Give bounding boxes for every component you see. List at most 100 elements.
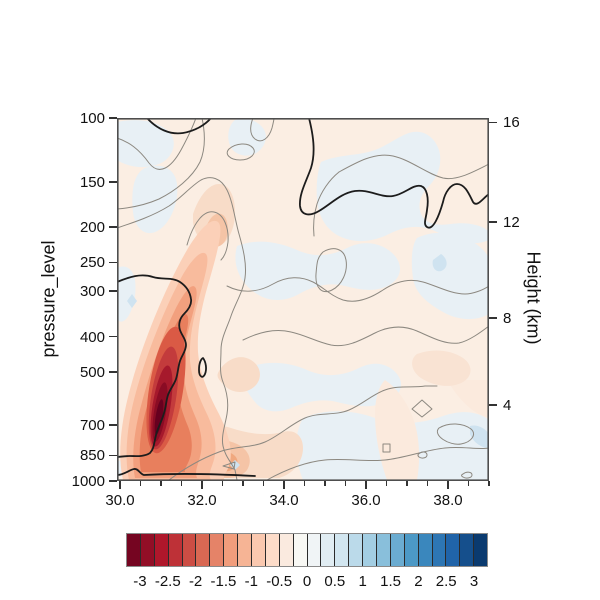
pressure-tick-label: 300: [79, 283, 105, 301]
x-major-tick: [201, 481, 203, 489]
colorbar-tick-label: 1.5: [380, 573, 401, 590]
plot-area: [117, 118, 489, 481]
pressure-tick: [109, 290, 117, 292]
colorbar-cell: [168, 534, 183, 566]
height-tick: [489, 403, 497, 406]
colorbar-tick-label: -3: [133, 573, 147, 590]
pressure-tick-label: 1000: [71, 473, 105, 490]
x-minor-tick: [303, 481, 306, 486]
colorbar-cell: [418, 534, 433, 566]
colorbar-cell: [154, 534, 169, 566]
colorbar-cell: [432, 534, 447, 566]
colorbar-cell: [390, 534, 405, 566]
height-tick-label: 8: [503, 310, 512, 328]
pressure-tick-label: 850: [79, 447, 105, 465]
height-tick: [489, 121, 497, 124]
x-major-tick: [283, 481, 285, 489]
pressure-tick: [109, 454, 117, 457]
colorbar-cell: [321, 534, 336, 566]
pressure-tick: [109, 370, 117, 373]
colorbar-cell: [349, 534, 364, 566]
colorbar: [126, 533, 488, 567]
colorbar-cell: [252, 534, 266, 566]
colorbar-cell: [460, 534, 475, 566]
x-minor-tick: [324, 481, 326, 486]
colorbar-tick-label: 2.5: [435, 573, 457, 590]
x-tick-label: 36.0: [351, 492, 381, 509]
x-minor-tick: [180, 481, 183, 486]
x-minor-tick: [488, 481, 490, 486]
height-tick-label: 16: [503, 114, 520, 132]
colorbar-tick-label: -0.5: [266, 573, 293, 590]
colorbar-cell: [224, 534, 239, 566]
plot-frame: [117, 118, 489, 481]
colorbar-tick-label: 0: [302, 573, 312, 590]
pressure-tick-label: 500: [79, 363, 105, 381]
pressure-tick: [109, 480, 117, 482]
pressure-tick-label: 200: [79, 219, 105, 237]
pressure-tick: [109, 335, 117, 338]
x-minor-tick: [139, 481, 142, 486]
pressure-tick-label: 400: [79, 328, 105, 346]
x-major-tick: [365, 481, 367, 489]
height-axis-title: Height (km): [523, 251, 544, 345]
colorbar-cell: [363, 534, 378, 566]
height-tick-label: 4: [503, 396, 512, 414]
pressure-tick: [109, 261, 117, 264]
zero-contour-lines: [117, 118, 489, 477]
colorbar-tick-label: 1: [358, 573, 367, 590]
x-minor-tick: [426, 481, 429, 486]
x-major-tick: [447, 481, 449, 489]
x-minor-tick: [385, 481, 388, 486]
x-minor-tick: [344, 481, 347, 486]
x-tick-label: 34.0: [269, 492, 299, 509]
x-minor-tick: [242, 481, 244, 486]
pressure-tick: [109, 181, 117, 183]
negative-anomaly-plume: [120, 220, 231, 480]
pressure-tick: [109, 117, 117, 119]
x-major-tick: [119, 481, 121, 489]
height-tick-label: 12: [503, 213, 520, 231]
thin-contour-lines: [117, 118, 489, 481]
height-tick: [489, 221, 497, 223]
x-minor-tick: [406, 481, 408, 486]
colorbar-cell: [279, 534, 294, 566]
x-minor-tick: [160, 481, 162, 486]
colorbar-cell: [293, 534, 308, 566]
colorbar-cell: [127, 534, 141, 566]
colorbar-cell: [210, 534, 225, 566]
colorbar-cell: [446, 534, 461, 566]
pressure-tick: [109, 226, 117, 229]
x-tick-label: 30.0: [105, 492, 135, 509]
pressure-tick-label: 250: [79, 254, 105, 272]
pressure-tick-label: 100: [79, 110, 105, 127]
colorbar-tick-label: 2: [414, 573, 423, 590]
colorbar-tick-label: -2: [188, 573, 203, 590]
x-minor-tick: [262, 481, 265, 486]
colorbar-cell: [182, 534, 197, 566]
colorbar-cell: [140, 534, 155, 566]
x-minor-tick: [467, 481, 470, 486]
colorbar-cell: [474, 534, 488, 566]
colorbar-cell: [335, 534, 350, 566]
colorbar-tick-label: -1: [244, 573, 258, 590]
x-tick-label: 38.0: [433, 492, 463, 509]
height-tick: [489, 317, 497, 319]
x-tick-label: 32.0: [187, 492, 217, 509]
pressure-tick-label: 150: [79, 173, 105, 191]
colorbar-cell: [238, 534, 253, 566]
fill-patches-blue: [117, 118, 489, 480]
colorbar-tick-label: 3: [469, 573, 479, 590]
x-minor-tick: [221, 481, 224, 486]
colorbar-cell: [265, 534, 280, 566]
colorbar-tick-label: 0.5: [324, 573, 346, 590]
colorbar-cell: [377, 534, 391, 566]
pressure-tick-label: 700: [79, 416, 105, 434]
colorbar-tick-label: -2.5: [154, 573, 181, 590]
colorbar-tick-label: -1.5: [210, 573, 237, 590]
colorbar-cell: [404, 534, 419, 566]
pressure-axis-title: pressure_level: [38, 240, 59, 358]
colorbar-cell: [307, 534, 322, 566]
pressure-tick: [109, 423, 117, 426]
